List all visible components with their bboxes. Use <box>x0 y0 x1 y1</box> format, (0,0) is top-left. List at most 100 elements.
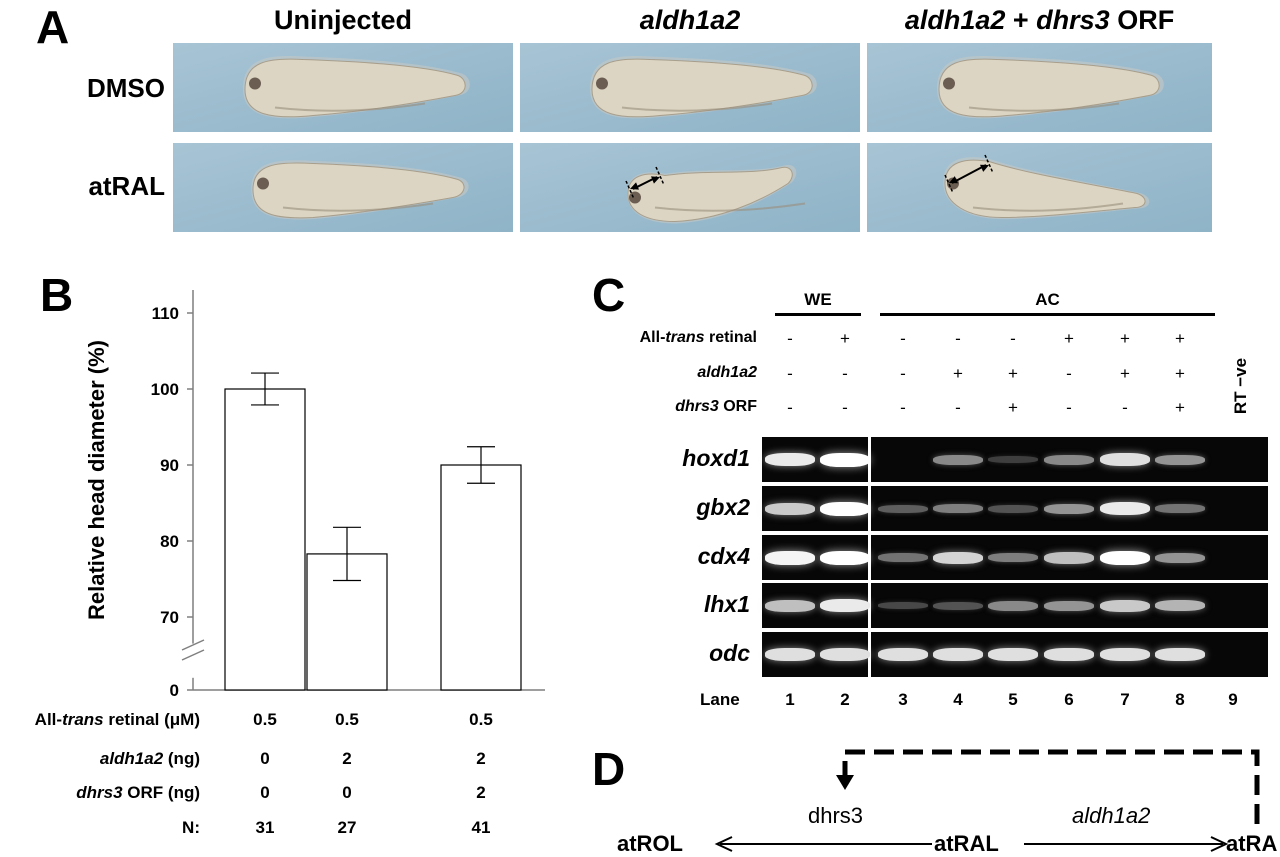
gene-label: odc <box>709 640 750 666</box>
label-part: ORF <box>1109 5 1175 35</box>
lane-number: 2 <box>840 690 850 709</box>
gel-band <box>1100 550 1150 565</box>
lane-number: 6 <box>1064 690 1074 709</box>
condition-sign: + <box>1175 364 1185 383</box>
panel-a-column-uninjected: Uninjected <box>173 5 513 36</box>
lane-number: 5 <box>1008 690 1018 709</box>
atral-label: atRAL <box>934 831 999 856</box>
gene-label: lhx1 <box>703 591 750 617</box>
embryo-eye <box>257 177 269 190</box>
label-part: + <box>1005 5 1037 35</box>
condition-sign: + <box>1175 329 1185 348</box>
label-part: trans <box>62 710 104 729</box>
embryo-photo <box>173 43 513 132</box>
condition-sign: - <box>900 364 906 383</box>
embryo-body <box>252 162 465 219</box>
embryo-gut-line <box>972 202 1124 212</box>
gel-band <box>1044 648 1094 661</box>
condition-label: dhrs3 ORF <box>560 398 757 416</box>
y-tick-label: 80 <box>160 532 179 551</box>
condition-sign: + <box>1008 364 1018 383</box>
label-part: dhrs3 <box>675 398 719 415</box>
head-measure-tick <box>984 154 994 174</box>
bar <box>224 388 306 691</box>
gel-band <box>1100 502 1150 515</box>
table-cell: 2 <box>342 749 352 768</box>
embryo-body <box>244 58 466 118</box>
condition-sign: + <box>953 364 963 383</box>
label-part: dhrs3 <box>1036 5 1110 35</box>
y-tick-label: 70 <box>160 608 179 627</box>
embryo-eye <box>249 77 261 90</box>
condition-sign: + <box>1120 364 1130 383</box>
label-part: ORF <box>718 398 757 415</box>
condition-sign: + <box>1008 398 1018 417</box>
embryo-photo-svg <box>173 143 513 232</box>
y-tick-label: 100 <box>151 380 179 399</box>
panel-a-row-dmso: DMSO <box>87 73 165 103</box>
embryo-eye <box>596 77 608 90</box>
panel-a-column-aldh1a2: aldh1a2 <box>520 5 860 36</box>
axis-break-mark <box>181 639 205 651</box>
lane-number: 4 <box>953 690 963 709</box>
table-cell: 41 <box>471 818 491 837</box>
lane-number: 1 <box>785 690 795 709</box>
condition-sign: - <box>787 398 793 417</box>
gel-band <box>988 504 1038 513</box>
y-tick-label: 90 <box>160 456 179 475</box>
table-row-label: N: <box>0 818 200 838</box>
gel-band <box>1100 599 1150 612</box>
condition-sign: - <box>1010 329 1016 348</box>
embryo-eye <box>943 77 955 90</box>
panel-a-row-atral: atRAL <box>88 171 165 201</box>
table-row-label: dhrs3 ORF (ng) <box>0 783 200 803</box>
condition-sign: + <box>840 329 850 348</box>
chart-layer: 0708090100110120Relative head diameter (… <box>84 290 545 700</box>
condition-sign: + <box>1064 329 1074 348</box>
label-part: aldh1a2 <box>697 364 757 381</box>
gel-band <box>820 501 870 516</box>
gel-band <box>1044 551 1094 564</box>
gel-band <box>878 602 928 609</box>
gel-band <box>820 648 870 661</box>
lane-number: 7 <box>1120 690 1130 709</box>
atra-label: atRA <box>1226 831 1278 856</box>
condition-sign: - <box>955 398 961 417</box>
embryo-photo <box>867 43 1212 132</box>
condition-sign: - <box>900 398 906 417</box>
embryo-gut-line <box>282 202 434 212</box>
condition-sign: + <box>1175 398 1185 417</box>
group-bar-ac <box>880 313 1215 316</box>
label-part: Uninjected <box>273 5 413 35</box>
arrow-head <box>980 164 989 172</box>
embryo-photo-svg <box>173 43 513 132</box>
pathway-diagram <box>714 749 1260 852</box>
gel-band <box>765 648 815 661</box>
embryo-photo <box>867 143 1212 232</box>
condition-sign: - <box>1066 398 1072 417</box>
table-row-label: aldh1a2 (ng) <box>0 749 200 769</box>
condition-sign: - <box>1066 364 1072 383</box>
gel-band <box>820 452 870 467</box>
arrow-head <box>651 176 660 184</box>
lane-number: 9 <box>1228 690 1238 709</box>
embryo-photo <box>520 43 860 132</box>
embryo-gut-line <box>654 202 806 212</box>
gel-band <box>933 504 983 513</box>
embryo-body <box>938 58 1160 118</box>
label-part: aldh1a2 <box>904 5 1006 35</box>
bar <box>440 464 522 691</box>
group-label-ac: AC <box>1035 290 1060 309</box>
table-cell: 31 <box>255 818 275 837</box>
embryo-body <box>591 58 813 118</box>
y-tick-label: 110 <box>152 304 179 323</box>
gel-band <box>878 504 928 513</box>
gel-band <box>1044 503 1094 514</box>
aldh1a2-enzyme-label: aldh1a2 <box>1072 803 1151 828</box>
embryo-photo-svg <box>520 43 860 132</box>
label-part: aldh1a2 <box>99 749 164 768</box>
condition-sign: - <box>900 329 906 348</box>
condition-sign: - <box>787 329 793 348</box>
table-cell: 27 <box>337 818 357 837</box>
condition-sign: - <box>842 398 848 417</box>
